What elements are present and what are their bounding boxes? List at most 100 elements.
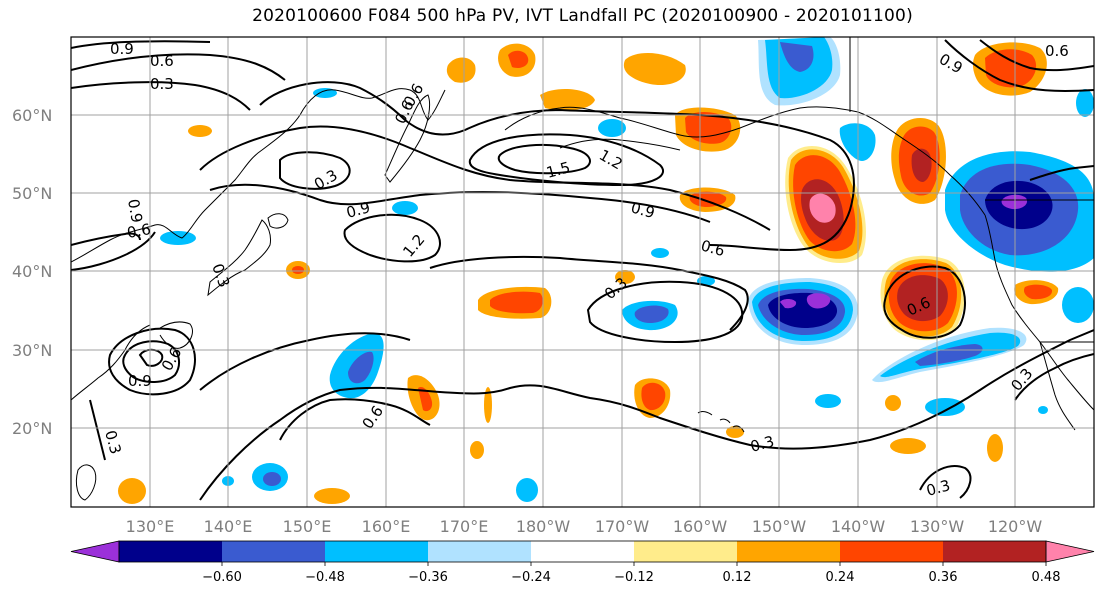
colorbar-segment: [325, 541, 429, 562]
contour-0.3-inner-loop: [279, 151, 351, 190]
neg-anomaly-170w-core: [634, 305, 669, 323]
lon-label: 120°W: [988, 517, 1043, 536]
contour-label: 0.6: [699, 236, 727, 260]
lon-label: 160°W: [673, 517, 728, 536]
contour-label: 0.9: [128, 372, 152, 390]
pos-anomaly-small-5: [484, 387, 492, 423]
coast-kamchatka: [384, 94, 431, 183]
colorbar-tick-label: −0.36: [408, 570, 448, 585]
lon-label: 150°E: [283, 517, 332, 536]
contour-label: 0.6: [1045, 42, 1069, 60]
colorbar: −0.60 −0.48 −0.36 −0.24 −0.12 0.12 0.24 0.36 0.4…: [70, 540, 1095, 585]
coast-asia: [71, 88, 446, 263]
neg-anomaly-small-5: [651, 248, 669, 258]
map-border: [70, 36, 1095, 508]
graticule: [71, 37, 1094, 507]
coast-philippines: [75, 464, 97, 501]
pos-anomaly-north-160w-red: [685, 112, 732, 144]
pos-anomaly-155w-red: [689, 191, 727, 207]
contour-0.6-ne: [944, 39, 1094, 92]
pos-anomaly-165w-red: [641, 382, 666, 411]
lon-label: 180°W: [516, 517, 571, 536]
neg-anomaly-small-3: [160, 231, 196, 245]
contour-1.2-wide: [468, 133, 665, 187]
coast-us-west: [984, 214, 1094, 411]
contour-label: 0.9: [124, 198, 146, 225]
colorbar-segment: [840, 541, 944, 562]
coast-baja: [1039, 341, 1076, 431]
contour-0.6-south: [279, 398, 431, 441]
lon-label: 130°E: [126, 517, 175, 536]
colorbar-tick-label: −0.48: [305, 570, 345, 585]
lon-label: 140°W: [831, 517, 886, 536]
colorbar-segment: [531, 541, 635, 562]
neg-anomaly-small-14: [516, 478, 538, 502]
colorbar-outline: [118, 540, 1047, 563]
contour-0.3-big-ridge: [259, 81, 855, 252]
pos-anomaly-small-4: [615, 270, 635, 284]
colorbar-tick-label: −0.24: [511, 570, 551, 585]
lat-label-60n: 60°N: [12, 106, 52, 125]
pos-anomaly-bering-d: [540, 88, 595, 111]
neg-anomaly-small-8: [815, 394, 841, 408]
contour-label: 1.5: [544, 158, 572, 182]
pos-anomaly-small-8: [885, 395, 901, 411]
neg-anomaly-small-16: [1038, 406, 1048, 414]
colorbar-segment: [634, 541, 738, 562]
pos-anomaly-small-9: [890, 438, 926, 454]
contour-label: 0.9: [344, 198, 372, 222]
contour-label: 0.6: [150, 52, 174, 70]
colorbar-extend-low: [70, 540, 120, 563]
coast-canada: [857, 111, 986, 216]
colorbar-segment: [943, 541, 1047, 562]
pos-anomaly-goa-peak: [809, 193, 836, 223]
coast-hokkaido: [267, 213, 289, 229]
colorbar-tick-label: 0.24: [826, 570, 855, 585]
colorbar-segment: [119, 541, 223, 562]
colorbar-tick-label: 0.48: [1032, 570, 1061, 585]
colorbar-tick-label: 0.12: [723, 570, 752, 585]
pos-anomaly-panhandle-dark: [911, 148, 932, 182]
lat-label-20n: 20°N: [12, 419, 52, 438]
pos-anomaly-bering-b: [446, 57, 476, 83]
pos-anomaly-small-3: [292, 266, 304, 274]
pos-anomaly-small-10: [987, 434, 1003, 462]
lon-label: 170°W: [595, 517, 650, 536]
contour-label: 0.3: [150, 75, 174, 93]
lat-label-50n: 50°N: [12, 184, 52, 203]
contour-small-west: [138, 348, 164, 367]
pos-anomaly-bering-a-red: [508, 50, 529, 68]
neg-anomaly-north-pacific-inner: [780, 42, 814, 72]
neg-anomaly-small-9: [925, 398, 965, 416]
contour-0.3-loop-east: [586, 280, 744, 344]
neg-anomaly-small-4: [598, 119, 626, 137]
contour-0.3-north: [71, 81, 251, 111]
contour-0.3-ne: [1029, 165, 1094, 181]
latitude-axis: 60°N 50°N 40°N 30°N 20°N: [12, 106, 52, 438]
pv-contours: [71, 39, 1094, 501]
contour-0.6-west-loop: [108, 327, 196, 396]
pos-anomaly-small-11: [118, 478, 146, 504]
longitude-axis: 130°E 140°E 150°E 160°E 170°E 180°W 170°…: [126, 517, 1043, 536]
lon-label: 150°W: [752, 517, 807, 536]
contour-label: 0.3: [101, 428, 125, 456]
neg-anomaly-small-1: [313, 88, 337, 98]
contour-label: 0.9: [110, 40, 134, 58]
contour-0.3-south-long: [199, 329, 1094, 501]
colorbar-tick-label: −0.60: [202, 570, 242, 585]
contour-label: 0.3: [924, 476, 952, 500]
lon-label: 140°E: [204, 517, 253, 536]
colorbar-segment: [222, 541, 326, 562]
contour-0.6-subtropic: [429, 255, 749, 331]
contour-1.2-loop: [343, 213, 441, 263]
neg-anomaly-small-2: [392, 201, 418, 215]
contour-0.3-sw: [89, 399, 106, 461]
colorbar-tick-label: 0.36: [929, 570, 958, 585]
neg-anomaly-small-10: [1062, 287, 1094, 323]
colorbar-segment: [737, 541, 841, 562]
lat-label-30n: 30°N: [12, 341, 52, 360]
colorbar-extend-high: [1045, 540, 1095, 563]
neg-anomaly-small-11: [1076, 89, 1094, 117]
colorbar-tick-label: −0.12: [614, 570, 654, 585]
